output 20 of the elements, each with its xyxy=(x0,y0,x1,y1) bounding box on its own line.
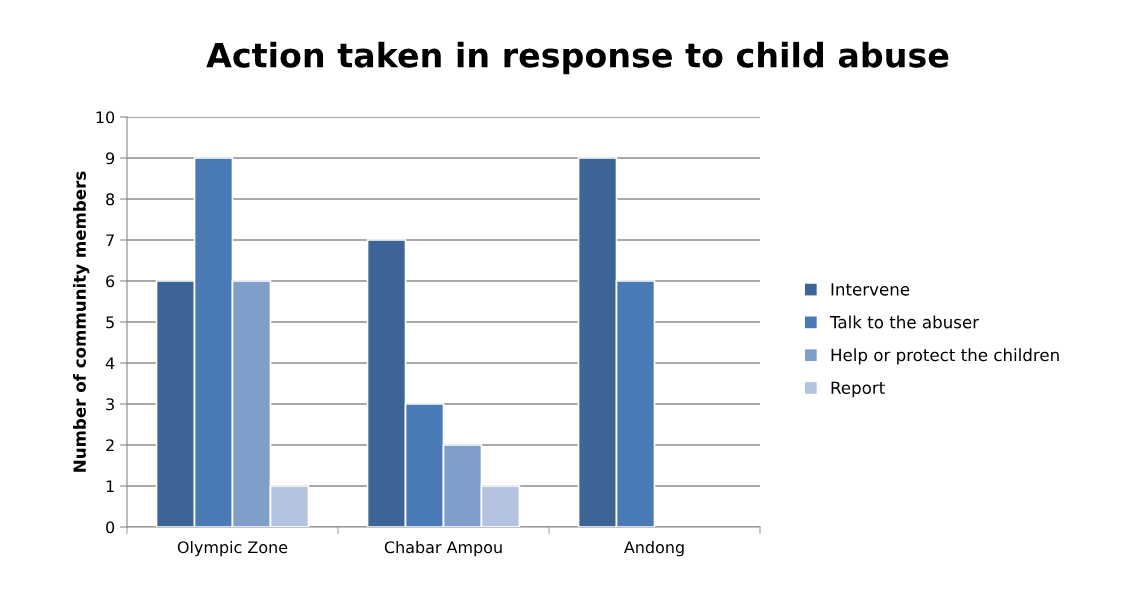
y-tick-label: 7 xyxy=(106,234,114,247)
y-tick-label: 5 xyxy=(106,316,114,329)
y-tick-label: 3 xyxy=(106,398,114,411)
y-tick-label: 9 xyxy=(106,152,115,165)
chart-title: Action taken in response to child abuse xyxy=(206,41,949,75)
y-tick-label: 0 xyxy=(106,521,115,534)
y-tick-label: 4 xyxy=(105,357,115,370)
x-tick-label: Olympic Zone xyxy=(177,540,288,557)
y-tick-label: 2 xyxy=(106,439,114,452)
x-tick-label: Chabar Ampou xyxy=(384,540,502,557)
legend-label: Intervene xyxy=(831,283,910,296)
y-tick-label: 8 xyxy=(106,193,115,206)
x-tick-label: Andong xyxy=(624,540,684,557)
y-tick-label: 1 xyxy=(106,480,114,493)
legend-label: Talk to the abuser xyxy=(829,315,980,329)
y-tick-label: 10 xyxy=(96,111,115,124)
legend-label: Help or protect the children xyxy=(831,348,1059,365)
y-tick-label: 6 xyxy=(106,275,115,288)
legend-label: Report xyxy=(831,381,885,398)
y-axis-title: Number of community members xyxy=(73,171,90,472)
